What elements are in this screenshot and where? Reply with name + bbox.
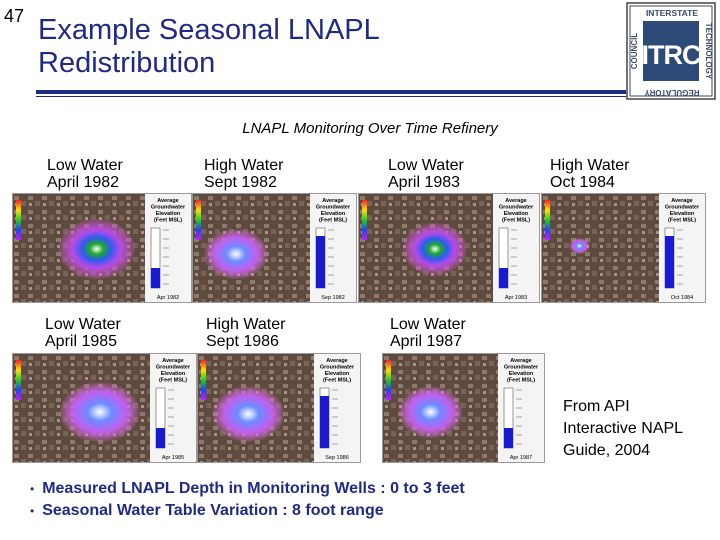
legend-title-line: (Feet MSL) [159, 378, 187, 384]
logo-top-text: INTERSTATE [646, 8, 698, 18]
legend-title-line: (Feet MSL) [668, 218, 696, 224]
lnapl-plume [203, 229, 268, 279]
legend-title-line: Average [322, 198, 344, 204]
title-line-2: Redistribution [38, 47, 216, 79]
title-underline-thin [36, 96, 626, 97]
lnapl-plume [402, 223, 467, 275]
water-level-fill [151, 268, 160, 288]
depth-color-scale [386, 360, 391, 400]
legend-title-line: Groundwater [665, 205, 700, 211]
lnapl-plume [58, 219, 135, 279]
title-underline [36, 90, 626, 94]
legend-title-line: Elevation [325, 371, 350, 377]
panel-caption-3: Low Water April 1983 [388, 157, 464, 191]
panel-caption-4: High Water Oct 1984 [550, 157, 630, 191]
bullet-list: • Measured LNAPL Depth in Monitoring Well… [30, 478, 465, 522]
map-date-label: Oct 1984 [671, 295, 693, 301]
depth-color-scale [196, 200, 201, 240]
legend-title-line: Average [326, 358, 348, 364]
slide-title: Example Seasonal LNAPL Redistribution [38, 14, 380, 80]
legend-title-line: Groundwater [156, 365, 191, 371]
legend-title-line: (Feet MSL) [154, 218, 182, 224]
depth-color-scale [362, 200, 367, 240]
legend-title-line: Elevation [670, 211, 695, 217]
legend-title-line: Groundwater [504, 365, 539, 371]
subtitle: LNAPL Monitoring Over Time Refinery [242, 120, 498, 137]
legend-title-line: Elevation [504, 211, 529, 217]
legend-title-line: Elevation [161, 371, 186, 377]
logo-left-text: COUNCIL [630, 33, 639, 70]
legend-title-line: Elevation [156, 211, 181, 217]
water-level-fill [320, 396, 329, 448]
lnapl-plume [398, 386, 463, 438]
legend-title-line: (Feet MSL) [507, 378, 535, 384]
legend-title-line: Average [671, 198, 693, 204]
lnapl-plume [59, 382, 140, 442]
panel-caption-6: High Water Sept 1986 [206, 316, 286, 350]
legend-title-line: (Feet MSL) [502, 218, 530, 224]
panel-caption-2: High Water Sept 1982 [204, 157, 284, 191]
logo-right-text: TECHNOLOGY [704, 23, 713, 80]
legend-title-line: Elevation [509, 371, 534, 377]
legend-title-line: Groundwater [320, 365, 355, 371]
legend-title-line: Average [510, 358, 532, 364]
panel-caption-5: Low Water April 1985 [45, 316, 121, 350]
depth-color-scale [16, 360, 21, 400]
legend-title-line: Groundwater [151, 205, 186, 211]
map-date-label: Apr 1985 [162, 455, 184, 461]
bullet-item-2: • Seasonal Water Table Variation : 8 foot… [30, 502, 384, 519]
legend-title-line: (Feet MSL) [323, 378, 351, 384]
depth-color-scale [545, 200, 550, 240]
depth-color-scale [16, 200, 21, 240]
map-date-label: Apr 1987 [510, 455, 532, 461]
depth-color-scale [201, 360, 206, 400]
legend-title-line: Groundwater [316, 205, 351, 211]
source-note: From API Interactive NAPL Guide, 2004 [563, 398, 684, 459]
title-line-1: Example Seasonal LNAPL [38, 14, 380, 46]
panel-caption-1: Low Water April 1982 [47, 157, 123, 191]
legend-title-line: Elevation [321, 211, 346, 217]
logo-bottom-text: REGULATORY [644, 88, 700, 97]
map-date-label: Sep 1986 [325, 455, 349, 461]
itrc-logo: INTERSTATE TECHNOLOGY REGULATORY COUNCIL… [626, 2, 716, 100]
legend-title-line: Average [157, 198, 179, 204]
water-level-fill [665, 236, 674, 288]
water-level-fill [156, 428, 165, 448]
legend-title-line: Average [162, 358, 184, 364]
water-level-fill [316, 236, 325, 288]
slide-number: 47 [4, 6, 25, 26]
map-date-label: Apr 1982 [157, 295, 179, 301]
logo-center-text: ITRC [642, 40, 701, 70]
lnapl-plume [569, 238, 590, 254]
map-date-label: Sep 1982 [321, 295, 345, 301]
legend-title-line: Average [505, 198, 527, 204]
legend-title-line: Groundwater [499, 205, 534, 211]
bullet-item-1: • Measured LNAPL Depth in Monitoring Well… [30, 480, 465, 497]
lnapl-plume [212, 386, 285, 442]
map-date-label: Apr 1983 [505, 295, 527, 301]
water-level-fill [499, 268, 508, 288]
aerial-terrain [542, 194, 659, 302]
legend-title-line: (Feet MSL) [319, 218, 347, 224]
panel-caption-7: Low Water April 1987 [390, 316, 466, 350]
water-level-fill [504, 428, 513, 448]
